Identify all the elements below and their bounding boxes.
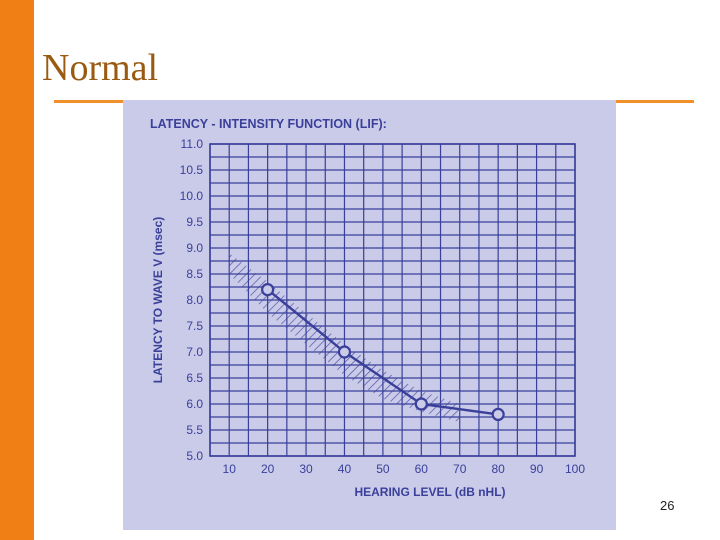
x-tick-label: 50	[376, 462, 390, 476]
x-tick-label: 30	[299, 462, 313, 476]
y-tick-label: 6.5	[186, 371, 203, 385]
data-point	[261, 283, 275, 297]
y-tick-label: 9.5	[186, 215, 203, 229]
x-tick-label: 40	[338, 462, 352, 476]
y-tick-label: 5.5	[186, 423, 203, 437]
data-point	[491, 407, 505, 421]
y-tick-label: 7.5	[186, 319, 203, 333]
y-tick-label: 10.5	[180, 163, 204, 177]
chart-series	[261, 283, 505, 421]
accent-side-bar	[0, 0, 34, 540]
x-tick-label: 20	[261, 462, 275, 476]
x-tick-label: 10	[223, 462, 237, 476]
chart-ticks: 10 20 30 40 50 60 70 80 90 100 5.0 5.5 6.0 6.5 7.0 7.5 8…	[180, 137, 586, 476]
x-tick-label: 90	[530, 462, 544, 476]
series-line	[266, 288, 499, 416]
y-tick-label: 10.0	[180, 189, 204, 203]
y-axis-label: LATENCY TO WAVE V (msec)	[151, 217, 165, 383]
chart-title: LATENCY - INTENSITY FUNCTION (LIF):	[150, 117, 387, 131]
page-number: 26	[660, 498, 675, 513]
x-tick-label: 80	[491, 462, 505, 476]
y-tick-label: 8.5	[186, 267, 203, 281]
x-tick-label: 60	[415, 462, 429, 476]
data-point	[337, 345, 352, 359]
x-axis-label: HEARING LEVEL (dB nHL)	[354, 485, 505, 499]
y-tick-label: 5.0	[186, 449, 203, 463]
y-tick-label: 6.0	[186, 397, 203, 411]
x-tick-label: 100	[565, 462, 585, 476]
chart-photo: LATENCY - INTENSITY FUNCTION (LIF): HEAR…	[123, 100, 616, 530]
slide-title: Normal	[42, 47, 159, 89]
y-tick-label: 11.0	[181, 137, 204, 151]
y-tick-label: 7.0	[186, 345, 203, 359]
y-tick-label: 9.0	[186, 241, 203, 255]
x-tick-label: 70	[453, 462, 467, 476]
y-tick-label: 8.0	[186, 293, 203, 307]
lif-chart: LATENCY - INTENSITY FUNCTION (LIF): HEAR…	[150, 117, 586, 499]
data-point	[414, 397, 428, 411]
